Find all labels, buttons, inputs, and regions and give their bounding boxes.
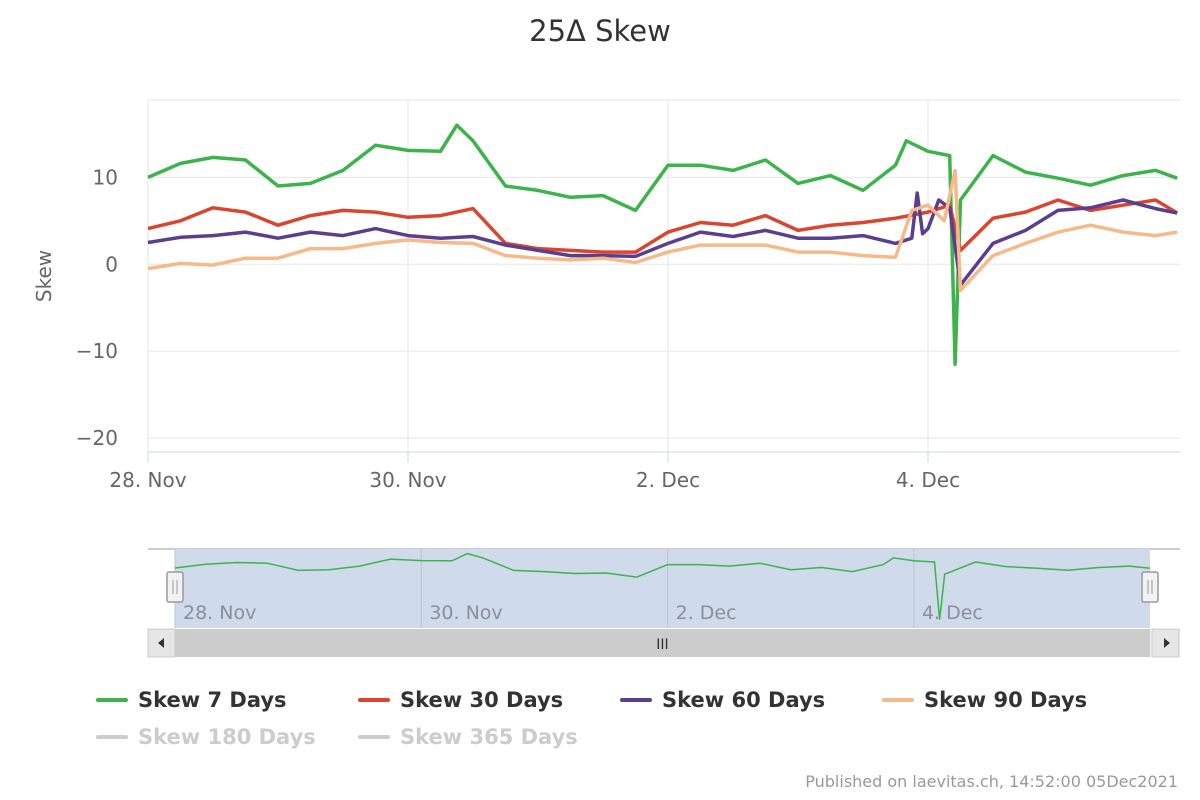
navigator-tick-label: 4. Dec <box>922 602 983 624</box>
series-line-skew-7-days[interactable] <box>147 123 1178 366</box>
x-tick-label: 4. Dec <box>896 468 960 492</box>
navigator-handle-left[interactable] <box>166 571 184 603</box>
legend-item-skew-60-days[interactable]: Skew 60 Days <box>620 688 825 712</box>
grip-lines-icon: III <box>656 637 668 653</box>
navigator-selection[interactable] <box>175 549 1150 628</box>
triangle-right-icon <box>1164 638 1170 648</box>
y-axis-label: Skew <box>32 250 56 302</box>
grip-lines-icon <box>1147 580 1153 594</box>
y-tick-label: −10 <box>76 339 118 363</box>
chart-title: 25Δ Skew <box>529 14 671 48</box>
y-axis: 10 0 −10 −20 <box>76 165 118 450</box>
legend-label: Skew 180 Days <box>138 725 316 749</box>
legend-label: Skew 60 Days <box>662 688 826 712</box>
x-tick-label: 2. Dec <box>636 468 700 492</box>
x-axis: 28. Nov 30. Nov 2. Dec 4. Dec <box>109 468 960 492</box>
legend-swatch <box>358 735 390 739</box>
navigator-tick-label: 30. Nov <box>429 602 502 624</box>
grid <box>147 99 1180 462</box>
navigator-handle-right[interactable] <box>1141 571 1159 603</box>
legend-swatch <box>96 698 128 702</box>
scroll-left-button[interactable] <box>147 628 176 658</box>
legend-label: Skew 7 Days <box>138 688 287 712</box>
navigator-series-line <box>174 552 1151 620</box>
legend-item-skew-30-days[interactable]: Skew 30 Days <box>358 688 563 712</box>
triangle-left-icon <box>158 638 164 648</box>
legend-swatch <box>96 735 128 739</box>
legend-label: Skew 365 Days <box>400 725 578 749</box>
grip-lines-icon <box>172 580 178 594</box>
legend-label: Skew 90 Days <box>924 688 1088 712</box>
scroll-right-button[interactable] <box>1151 628 1180 658</box>
legend-item-skew-365-days[interactable]: Skew 365 Days <box>358 725 578 749</box>
legend-item-skew-90-days[interactable]: Skew 90 Days <box>882 688 1087 712</box>
series-group <box>147 123 1179 366</box>
x-tick-label: 28. Nov <box>109 468 186 492</box>
credit-text: Published on laevitas.ch, 14:52:00 05Dec… <box>805 772 1178 791</box>
y-tick-label: 0 <box>105 252 118 276</box>
legend-item-skew-180-days[interactable]: Skew 180 Days <box>96 725 316 749</box>
x-tick-label: 30. Nov <box>369 468 446 492</box>
legend-label: Skew 30 Days <box>400 688 564 712</box>
legend-swatch <box>620 698 652 702</box>
legend-swatch <box>882 698 914 702</box>
series-line-skew-90-days[interactable] <box>147 168 1178 293</box>
navigator[interactable]: 28. Nov 30. Nov 2. Dec 4. Dec III <box>147 548 1180 658</box>
series-line-skew-60-days[interactable] <box>147 191 1178 287</box>
y-tick-label: 10 <box>93 165 118 189</box>
navigator-tick-label: 2. Dec <box>676 602 737 624</box>
y-tick-label: −20 <box>76 426 118 450</box>
scrollbar-thumb[interactable]: III <box>175 629 1150 657</box>
series-line-skew-30-days[interactable] <box>147 198 1179 254</box>
legend-swatch <box>358 698 390 702</box>
navigator-tick-label: 28. Nov <box>183 602 256 624</box>
legend-item-skew-7-days[interactable]: Skew 7 Days <box>96 688 287 712</box>
